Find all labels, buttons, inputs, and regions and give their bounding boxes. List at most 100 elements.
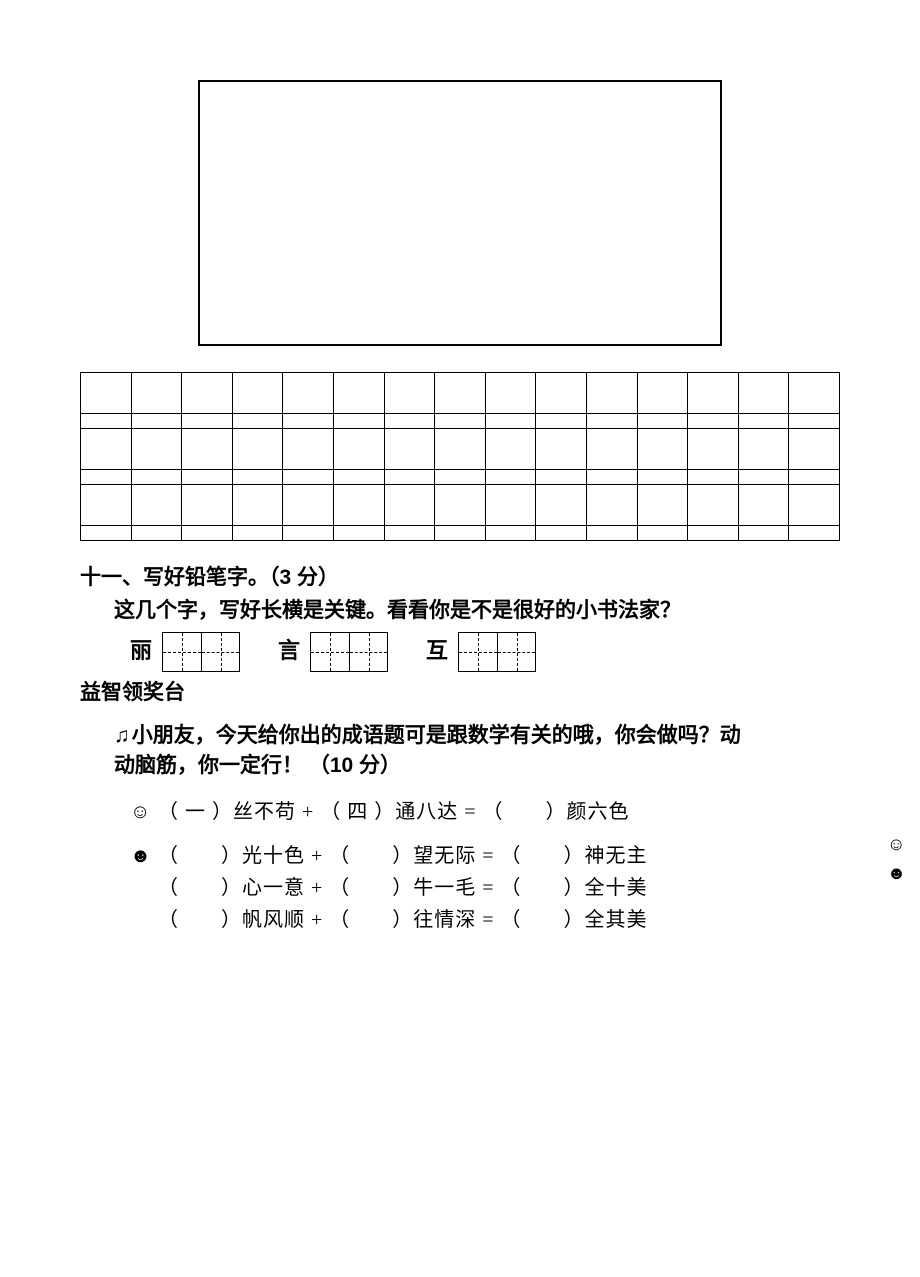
grid-cell [486,373,537,413]
grid-cell [132,373,183,413]
char-block: 言 [278,632,388,672]
grid-row [80,413,840,428]
grid-cell [536,414,587,428]
grid-cell [283,414,334,428]
grid-row [80,525,840,541]
tianzige-cell [311,633,349,671]
grid-cell [81,526,132,540]
grid-cell [688,373,739,413]
grid-cell [283,485,334,525]
grid-cell [334,414,385,428]
grid-cell [385,526,436,540]
grid-cell [435,485,486,525]
char-label: 言 [278,636,300,667]
grid-cell [81,414,132,428]
grid-cell [739,470,790,484]
bonus-note-text-1: 小朋友，今天给你出的成语题可是跟数学有关的哦，你会做吗？动 [132,724,741,747]
equation-text: （ ）心一意 + （ ）牛一毛 = （ ）全十美 [158,874,648,902]
grid-cell [739,526,790,540]
grid-cell [182,470,233,484]
grid-cell [81,373,132,413]
grid-cell [385,429,436,469]
smile-filled-icon: ☻ [130,842,148,870]
grid-cell [789,414,840,428]
grid-cell [334,470,385,484]
grid-cell [536,485,587,525]
grid-cell [233,373,284,413]
char-block: 丽 [130,632,240,672]
grid-cell [638,373,689,413]
smile-filled-icon: ☻ [887,861,906,886]
idiom-equations: ☺ ☻ ☺ （ 一 ）丝不苟 + （ 四 ）通八达 = （ ）颜六色 ☻（ ）光十色… [130,798,840,934]
tianzige-pair [162,632,240,672]
side-face-icons: ☺ ☻ [887,832,906,890]
grid-cell [182,485,233,525]
grid-cell [283,526,334,540]
grid-cell [789,429,840,469]
idiom-equation-row: （ ）心一意 + （ ）牛一毛 = （ ）全十美 [130,874,840,902]
answer-box [198,80,722,346]
grid-cell [638,470,689,484]
tianzige-cell [163,633,201,671]
grid-cell [334,429,385,469]
grid-cell [587,526,638,540]
char-label: 互 [426,636,448,667]
grid-cell [334,526,385,540]
grid-cell [688,526,739,540]
grid-cell [536,470,587,484]
grid-cell [385,485,436,525]
grid-cell [587,429,638,469]
calligraphy-row: 丽言互 [130,632,840,672]
grid-cell [486,470,537,484]
equation-text: （ 一 ）丝不苟 + （ 四 ）通八达 = （ ）颜六色 [158,798,630,826]
grid-cell [739,485,790,525]
grid-cell [132,470,183,484]
section-11-heading: 十一、写好铅笔字。（3 分） [80,563,840,592]
grid-cell [435,429,486,469]
idiom-equation-row: ☻（ ）光十色 + （ ）望无际 = （ ）神无主 [130,842,840,870]
grid-cell [688,414,739,428]
section-11-instruction: 这几个字，写好长横是关键。看看你是不是很好的小书法家？ [114,596,840,625]
tianzige-pair [310,632,388,672]
grid-cell [182,373,233,413]
grid-cell [536,373,587,413]
grid-cell [739,373,790,413]
grid-cell [233,485,284,525]
idiom-equation-row: （ ）帆风顺 + （ ）往情深 = （ ）全其美 [130,906,840,934]
grid-cell [638,485,689,525]
grid-cell [132,526,183,540]
grid-cell [638,414,689,428]
grid-cell [233,526,284,540]
grid-cell [435,470,486,484]
grid-cell [587,485,638,525]
bonus-note: ♫小朋友，今天给你出的成语题可是跟数学有关的哦，你会做吗？动 动脑筋，你一定行！… [114,721,840,780]
grid-cell [486,526,537,540]
idiom-equation-row: ☺ （ 一 ）丝不苟 + （ 四 ）通八达 = （ ）颜六色 [130,798,840,826]
grid-cell [536,526,587,540]
grid-cell [283,373,334,413]
grid-cell [486,414,537,428]
grid-cell [233,414,284,428]
grid-cell [739,414,790,428]
grid-cell [435,526,486,540]
grid-cell [789,526,840,540]
bonus-note-text-2: 动脑筋，你一定行！ [114,754,303,777]
grid-cell [486,429,537,469]
smile-open-icon: ☺ [130,798,148,826]
grid-cell [182,429,233,469]
music-note-icon: ♫ [114,724,130,747]
grid-cell [789,470,840,484]
grid-cell [81,470,132,484]
grid-cell [132,414,183,428]
grid-cell [536,429,587,469]
grid-cell [233,429,284,469]
grid-cell [587,373,638,413]
grid-cell [182,526,233,540]
grid-cell [385,414,436,428]
grid-cell [688,429,739,469]
grid-cell [739,429,790,469]
tianzige-cell [349,633,387,671]
bonus-points: （10 分） [309,754,401,777]
grid-row [80,428,840,469]
writing-grid [80,372,840,541]
